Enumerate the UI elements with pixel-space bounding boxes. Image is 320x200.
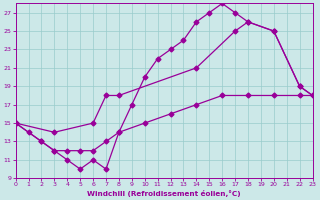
- X-axis label: Windchill (Refroidissement éolien,°C): Windchill (Refroidissement éolien,°C): [87, 190, 241, 197]
